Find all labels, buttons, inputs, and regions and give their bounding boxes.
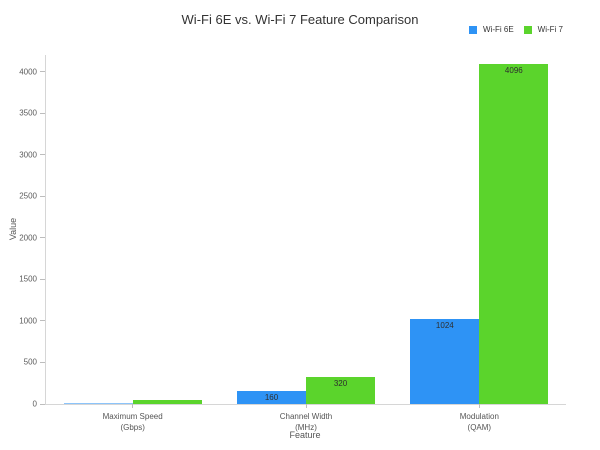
x-tick-mark (478, 404, 480, 408)
bar-wi-fi-7-channel-width[interactable] (306, 377, 375, 404)
y-tick-mark (40, 278, 45, 280)
y-tick-mark (40, 320, 45, 322)
x-category-label-modulation: Modulation (QAM) (459, 412, 499, 432)
chart-title: Wi-Fi 6E vs. Wi-Fi 7 Feature Comparison (181, 12, 419, 27)
y-tick-mark (40, 154, 45, 156)
legend-swatch-wifi-7-icon (523, 25, 532, 34)
y-tick-mark (40, 237, 45, 239)
y-tick-mark (40, 361, 45, 363)
y-tick-label: 4000 (19, 67, 37, 77)
bar-value-label-wi-fi-7-channel-width: 320 (333, 379, 348, 388)
y-tick-label: 0 (32, 399, 37, 409)
x-tick-mark (305, 404, 307, 408)
bar-wi-fi-6e-channel-width[interactable] (237, 391, 306, 404)
bar-value-label-wi-fi-6e-channel-width: 160 (264, 393, 279, 402)
x-axis-title: Feature (289, 430, 321, 440)
y-tick-label: 2500 (19, 191, 37, 201)
legend-label-wifi-7: Wi-Fi 7 (537, 25, 563, 34)
bar-wi-fi-6e-modulation[interactable] (410, 319, 480, 404)
y-tick-label: 1500 (19, 274, 37, 284)
legend: Wi-Fi 6E Wi-Fi 7 (469, 25, 563, 34)
bar-value-label-wi-fi-6e-modulation: 1024 (435, 321, 454, 330)
bar-wi-fi-6e-maximum-speed[interactable] (63, 403, 133, 404)
x-category-label-maximum-speed: Maximum Speed (Gbps) (102, 412, 163, 432)
y-tick-mark (40, 195, 45, 197)
x-category-label-channel-width: Channel Width (MHz) (279, 412, 333, 432)
y-tick-mark (40, 71, 45, 73)
legend-swatch-wifi-6e-icon (469, 25, 477, 34)
bar-value-label-wi-fi-7-modulation: 4096 (504, 66, 523, 75)
y-axis-title: Value (8, 217, 18, 241)
y-tick-label: 3500 (19, 108, 37, 118)
y-tick-mark (40, 403, 45, 405)
x-tick-mark (132, 404, 134, 408)
y-tick-label: 3000 (19, 150, 37, 160)
y-tick-label: 500 (23, 357, 37, 367)
legend-item-wifi-7[interactable]: Wi-Fi 7 (523, 25, 563, 34)
legend-label-wifi-6e: Wi-Fi 6E (483, 25, 514, 34)
y-tick-mark (40, 112, 45, 114)
y-tick-label: 2000 (19, 233, 37, 243)
y-tick-label: 1000 (19, 316, 37, 326)
bar-wi-fi-7-maximum-speed[interactable] (132, 400, 202, 404)
bar-wi-fi-7-modulation[interactable] (479, 64, 549, 404)
legend-item-wifi-6e[interactable]: Wi-Fi 6E (469, 25, 514, 34)
plot-area: 0 500 1000 1500 2000 2500 3000 3500 4000 Maximum … (19, 55, 566, 432)
